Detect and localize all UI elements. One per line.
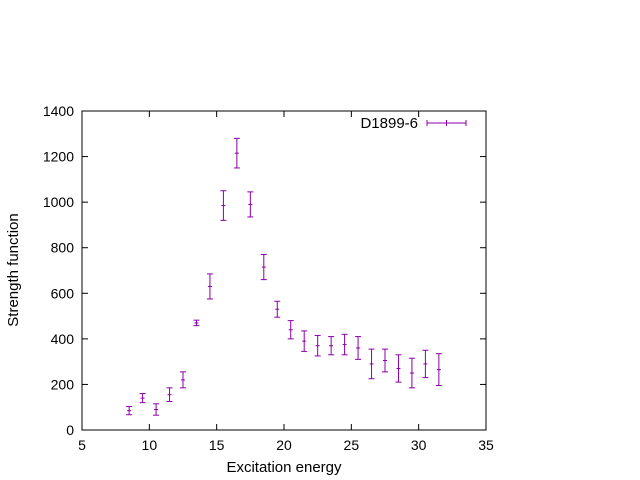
y-tick-label: 0 bbox=[66, 422, 74, 438]
y-tick-label: 1000 bbox=[43, 194, 74, 210]
axis-ticks bbox=[81, 110, 487, 431]
y-axis-label: Strength function bbox=[5, 213, 22, 326]
y-tick-label: 1200 bbox=[43, 149, 74, 165]
data-point bbox=[368, 348, 375, 380]
x-tick-label: 10 bbox=[142, 437, 158, 453]
data-point bbox=[328, 336, 335, 356]
data-point bbox=[422, 349, 429, 379]
x-tick-label: 20 bbox=[276, 437, 292, 453]
data-point bbox=[166, 387, 173, 403]
data-point bbox=[274, 300, 281, 318]
data-point bbox=[382, 348, 388, 373]
data-point bbox=[193, 319, 200, 327]
y-tick-label: 600 bbox=[51, 285, 75, 301]
data-point bbox=[355, 336, 362, 360]
y-tick-label: 400 bbox=[51, 331, 75, 347]
data-point bbox=[260, 254, 267, 281]
axis-tick-labels: 5 10 15 20 25 30 35 0 200 400 600 800 1000 1200 1400 bbox=[43, 103, 494, 453]
data-point bbox=[153, 403, 160, 416]
data-point bbox=[139, 393, 146, 404]
legend-label: D1899-6 bbox=[360, 115, 418, 132]
data-point bbox=[301, 330, 308, 352]
x-tick-label: 35 bbox=[478, 437, 494, 453]
x-tick-label: 5 bbox=[78, 437, 86, 453]
data-point bbox=[435, 353, 442, 387]
data-point bbox=[126, 406, 133, 416]
y-tick-label: 1400 bbox=[43, 103, 74, 119]
x-tick-label: 15 bbox=[209, 437, 225, 453]
y-tick-label: 800 bbox=[51, 240, 75, 256]
legend: D1899-6 bbox=[360, 115, 467, 132]
data-point bbox=[395, 354, 402, 383]
data-point bbox=[314, 334, 321, 357]
x-tick-label: 25 bbox=[344, 437, 360, 453]
data-point bbox=[408, 357, 415, 389]
data-point bbox=[233, 137, 240, 169]
data-point bbox=[341, 333, 348, 356]
data-point bbox=[206, 273, 213, 300]
data-point bbox=[180, 371, 186, 389]
data-point bbox=[247, 191, 254, 218]
data-point bbox=[287, 320, 294, 340]
plot-frame bbox=[81, 110, 487, 431]
x-tick-label: 30 bbox=[411, 437, 427, 453]
y-tick-label: 200 bbox=[51, 376, 75, 392]
legend-sample bbox=[426, 120, 467, 126]
x-axis-label: Excitation energy bbox=[226, 459, 342, 476]
data-point bbox=[220, 190, 227, 221]
data-points bbox=[126, 137, 442, 416]
